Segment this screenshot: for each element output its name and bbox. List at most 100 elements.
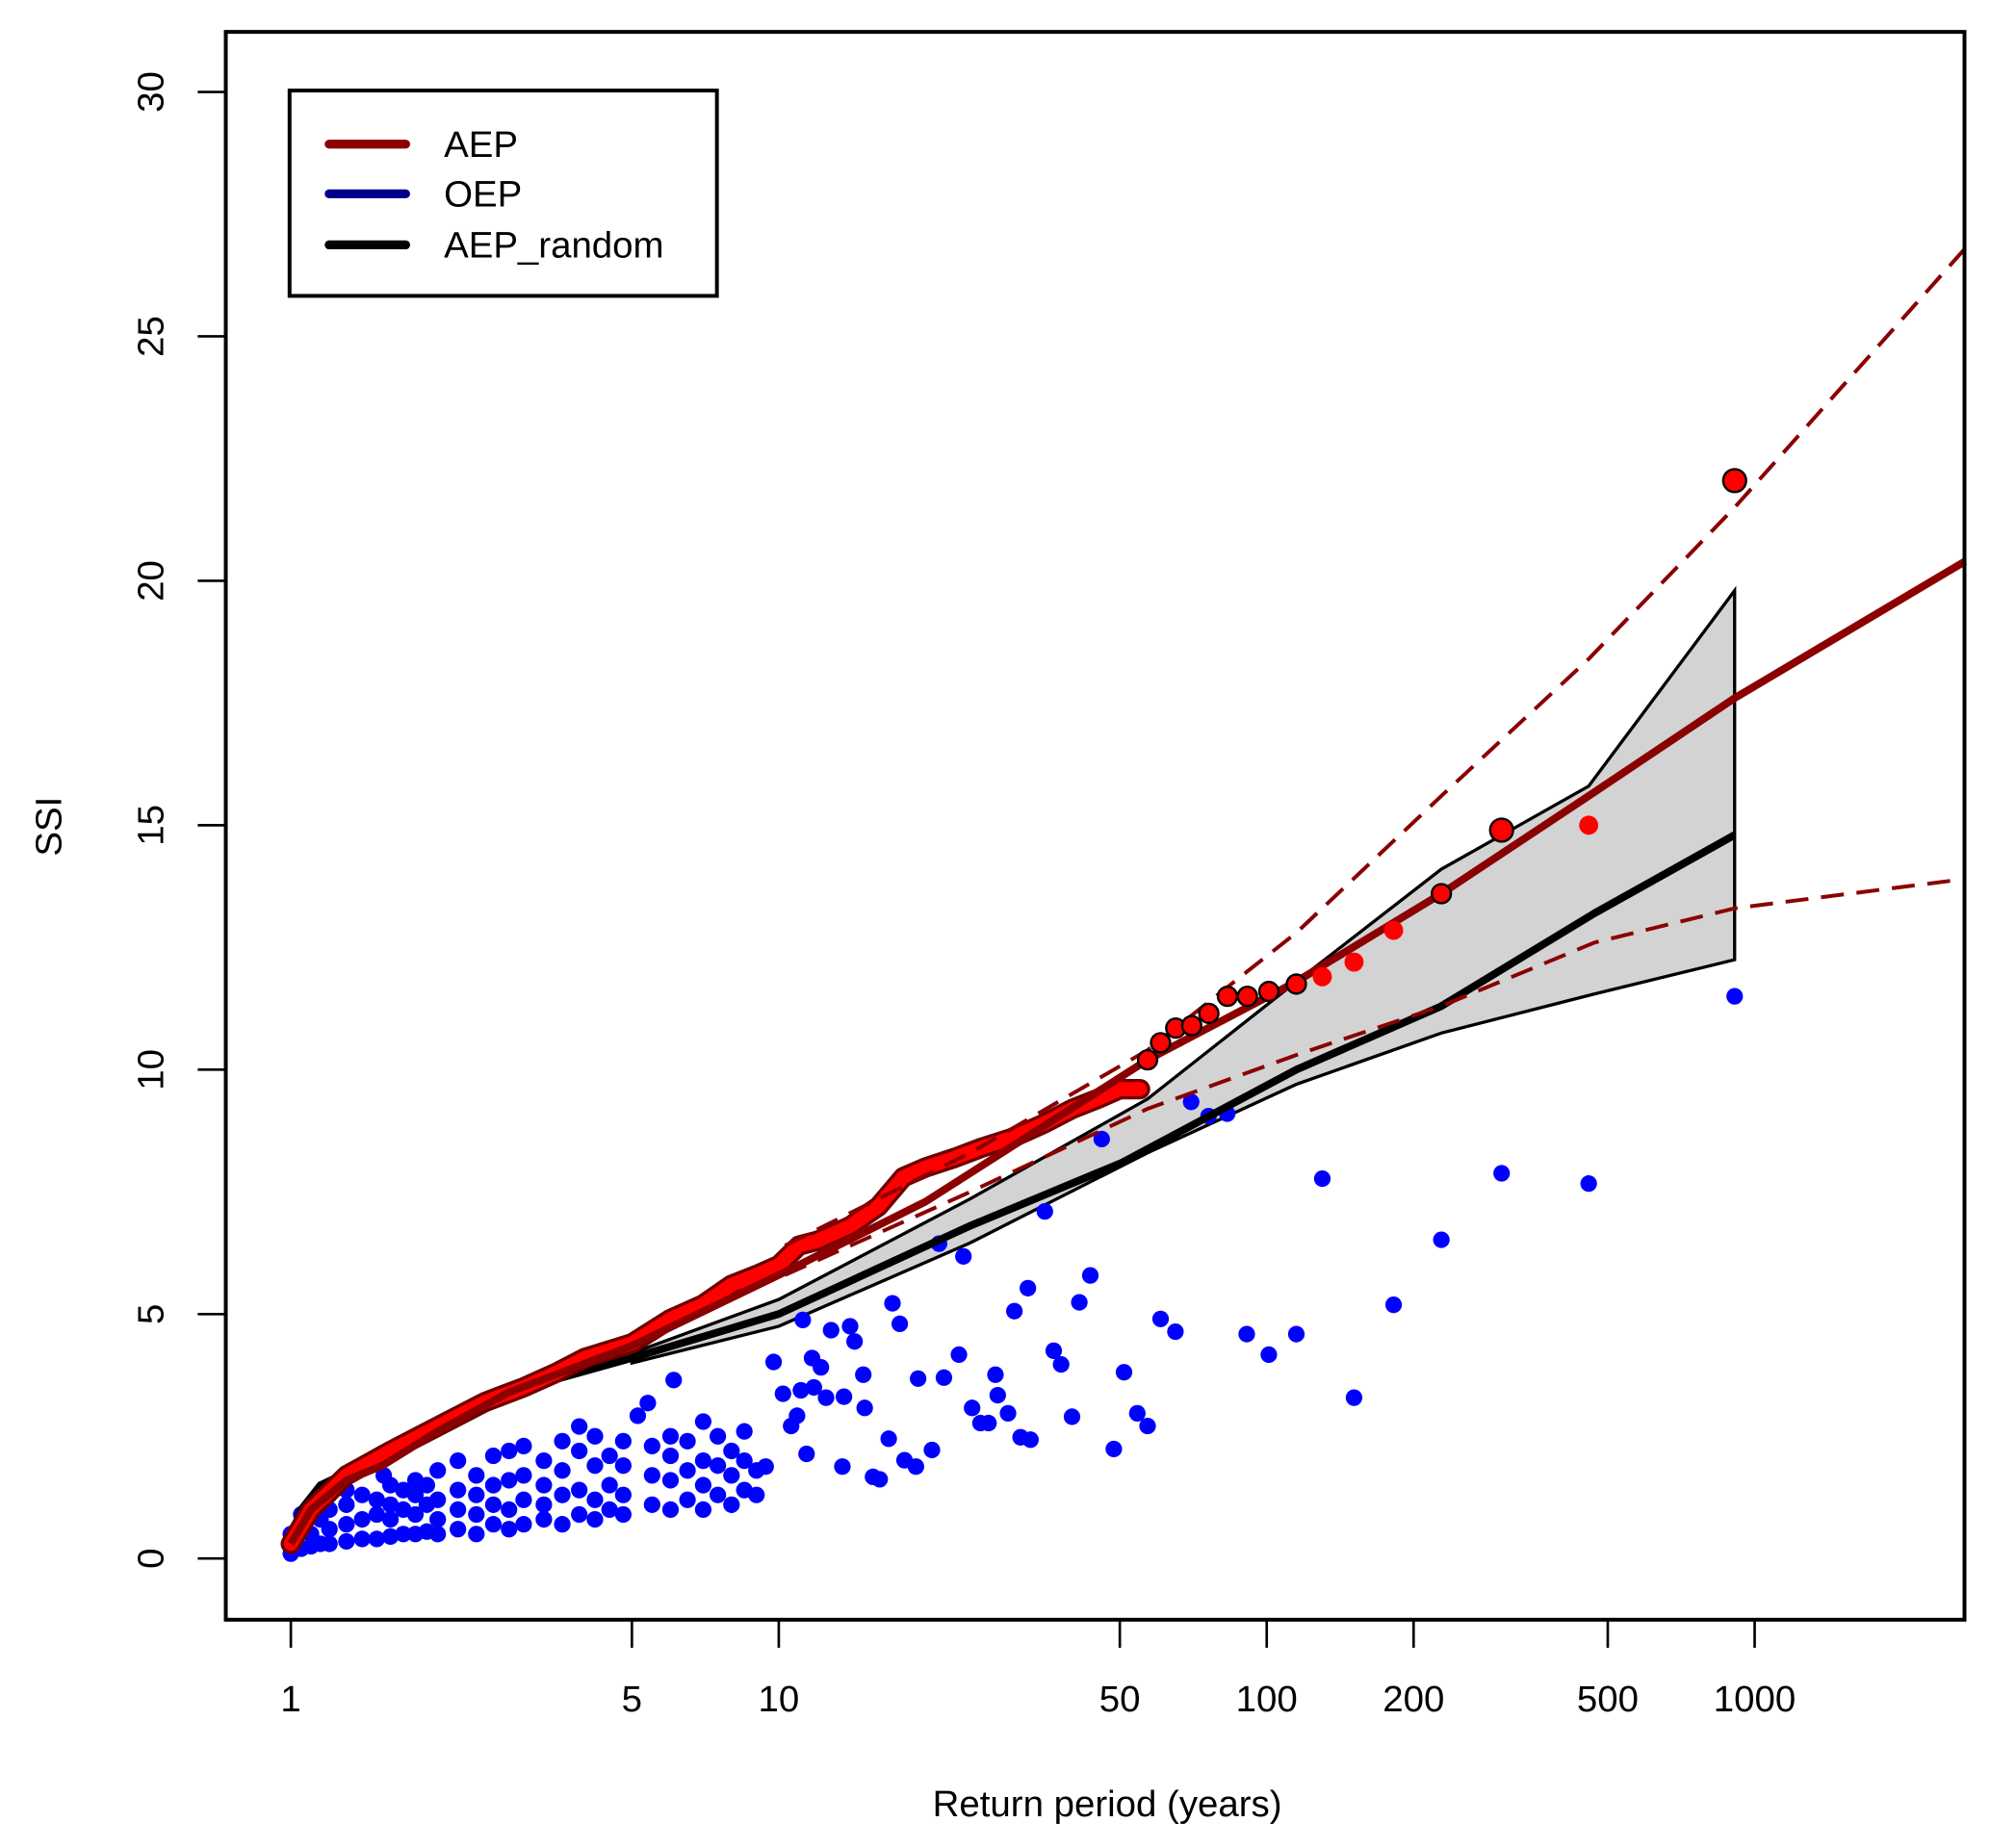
oep-point (871, 1471, 889, 1488)
oep-point (515, 1516, 532, 1533)
y-tick-label: 15 (131, 805, 172, 846)
oep-point (535, 1476, 553, 1494)
oep-point (353, 1486, 371, 1503)
y-tick-label: 5 (131, 1304, 172, 1324)
oep-point (822, 1322, 840, 1339)
oep-point (468, 1467, 485, 1484)
oep-point (736, 1423, 753, 1440)
oep-point (950, 1346, 968, 1364)
y-axis-label: SSI (29, 797, 70, 857)
oep-point (1093, 1130, 1110, 1148)
oep-point (484, 1516, 503, 1533)
oep-point (614, 1432, 632, 1450)
oep-point (1052, 1355, 1070, 1373)
oep-point (535, 1510, 553, 1528)
oep-point (368, 1530, 385, 1548)
x-tick-label: 1000 (1714, 1679, 1796, 1720)
oep-point (586, 1427, 604, 1445)
oep-point (535, 1496, 553, 1513)
oep-point (891, 1315, 909, 1333)
oep-point (955, 1247, 972, 1265)
oep-point (794, 1311, 812, 1328)
oep-point (748, 1486, 765, 1503)
oep-point (468, 1526, 485, 1543)
oep-point (907, 1458, 924, 1476)
oep-point (764, 1353, 783, 1371)
oep-point (586, 1457, 604, 1475)
oep-point (792, 1381, 810, 1399)
oep-point (418, 1476, 435, 1494)
oep-point (515, 1491, 532, 1508)
y-tick-label: 0 (131, 1549, 172, 1569)
oep-point (321, 1521, 338, 1538)
oep-point (338, 1532, 355, 1551)
oep-point (450, 1452, 467, 1470)
oep-point (1167, 1322, 1184, 1341)
oep-point (643, 1437, 660, 1455)
oep-point (353, 1530, 371, 1548)
oep-point (1238, 1325, 1255, 1343)
oep-point (643, 1496, 660, 1513)
aep-point (1431, 883, 1453, 905)
oep-point (571, 1442, 588, 1460)
oep-point (381, 1527, 400, 1545)
oep-point (571, 1418, 588, 1435)
x-tick-label: 10 (759, 1679, 800, 1720)
oep-point (535, 1452, 553, 1470)
oep-point (709, 1427, 727, 1445)
oep-point (429, 1491, 447, 1508)
oep-point (1493, 1165, 1511, 1182)
oep-point (661, 1427, 680, 1445)
y-tick-label: 20 (131, 560, 172, 602)
oep-point (429, 1462, 447, 1479)
oep-point (321, 1535, 338, 1553)
oep-point (1006, 1302, 1023, 1320)
oep-point (1384, 1296, 1403, 1314)
oep-point (368, 1491, 385, 1508)
oep-point (601, 1476, 618, 1494)
x-tick-label: 5 (622, 1679, 642, 1720)
aep-point (1285, 973, 1307, 995)
oep-point (694, 1452, 712, 1470)
oep-point (406, 1486, 425, 1503)
x-tick-label: 200 (1383, 1679, 1444, 1720)
oep-point (679, 1491, 696, 1508)
oep-point (788, 1407, 806, 1424)
oep-point (614, 1505, 632, 1524)
oep-point (368, 1505, 385, 1524)
oep-point (601, 1501, 618, 1519)
aep-point (1136, 1049, 1159, 1071)
oep-point (501, 1521, 518, 1538)
x-tick-label: 500 (1577, 1679, 1639, 1720)
oep-point (1182, 1093, 1200, 1111)
aep-point (1344, 952, 1364, 972)
oep-point (450, 1481, 467, 1499)
oep-point (395, 1526, 412, 1543)
oep-point (679, 1462, 696, 1479)
oep-point (639, 1395, 657, 1412)
oep-point (614, 1486, 632, 1503)
oep-point (841, 1318, 859, 1335)
oep-point (468, 1486, 485, 1503)
oep-point (1036, 1202, 1053, 1220)
oep-point (586, 1491, 604, 1508)
oep-point (1139, 1417, 1156, 1435)
oep-point (856, 1399, 873, 1417)
aep-point (1721, 468, 1747, 494)
x-axis-label: Return period (years) (933, 1784, 1282, 1825)
aep-random-line (287, 832, 1737, 1538)
oep-point (484, 1476, 503, 1494)
oep-point (774, 1385, 791, 1402)
oep-point (1433, 1231, 1450, 1248)
aep-point (1312, 966, 1332, 987)
oep-point (381, 1510, 400, 1528)
oep-point (884, 1295, 901, 1312)
oep-point (834, 1458, 851, 1476)
aep-point (1579, 815, 1599, 835)
legend-label-aep-random: AEP_random (444, 225, 663, 267)
oep-point (846, 1333, 864, 1350)
aep-point (1180, 1014, 1202, 1037)
aep-point (1216, 986, 1239, 1008)
oep-point (661, 1472, 680, 1489)
